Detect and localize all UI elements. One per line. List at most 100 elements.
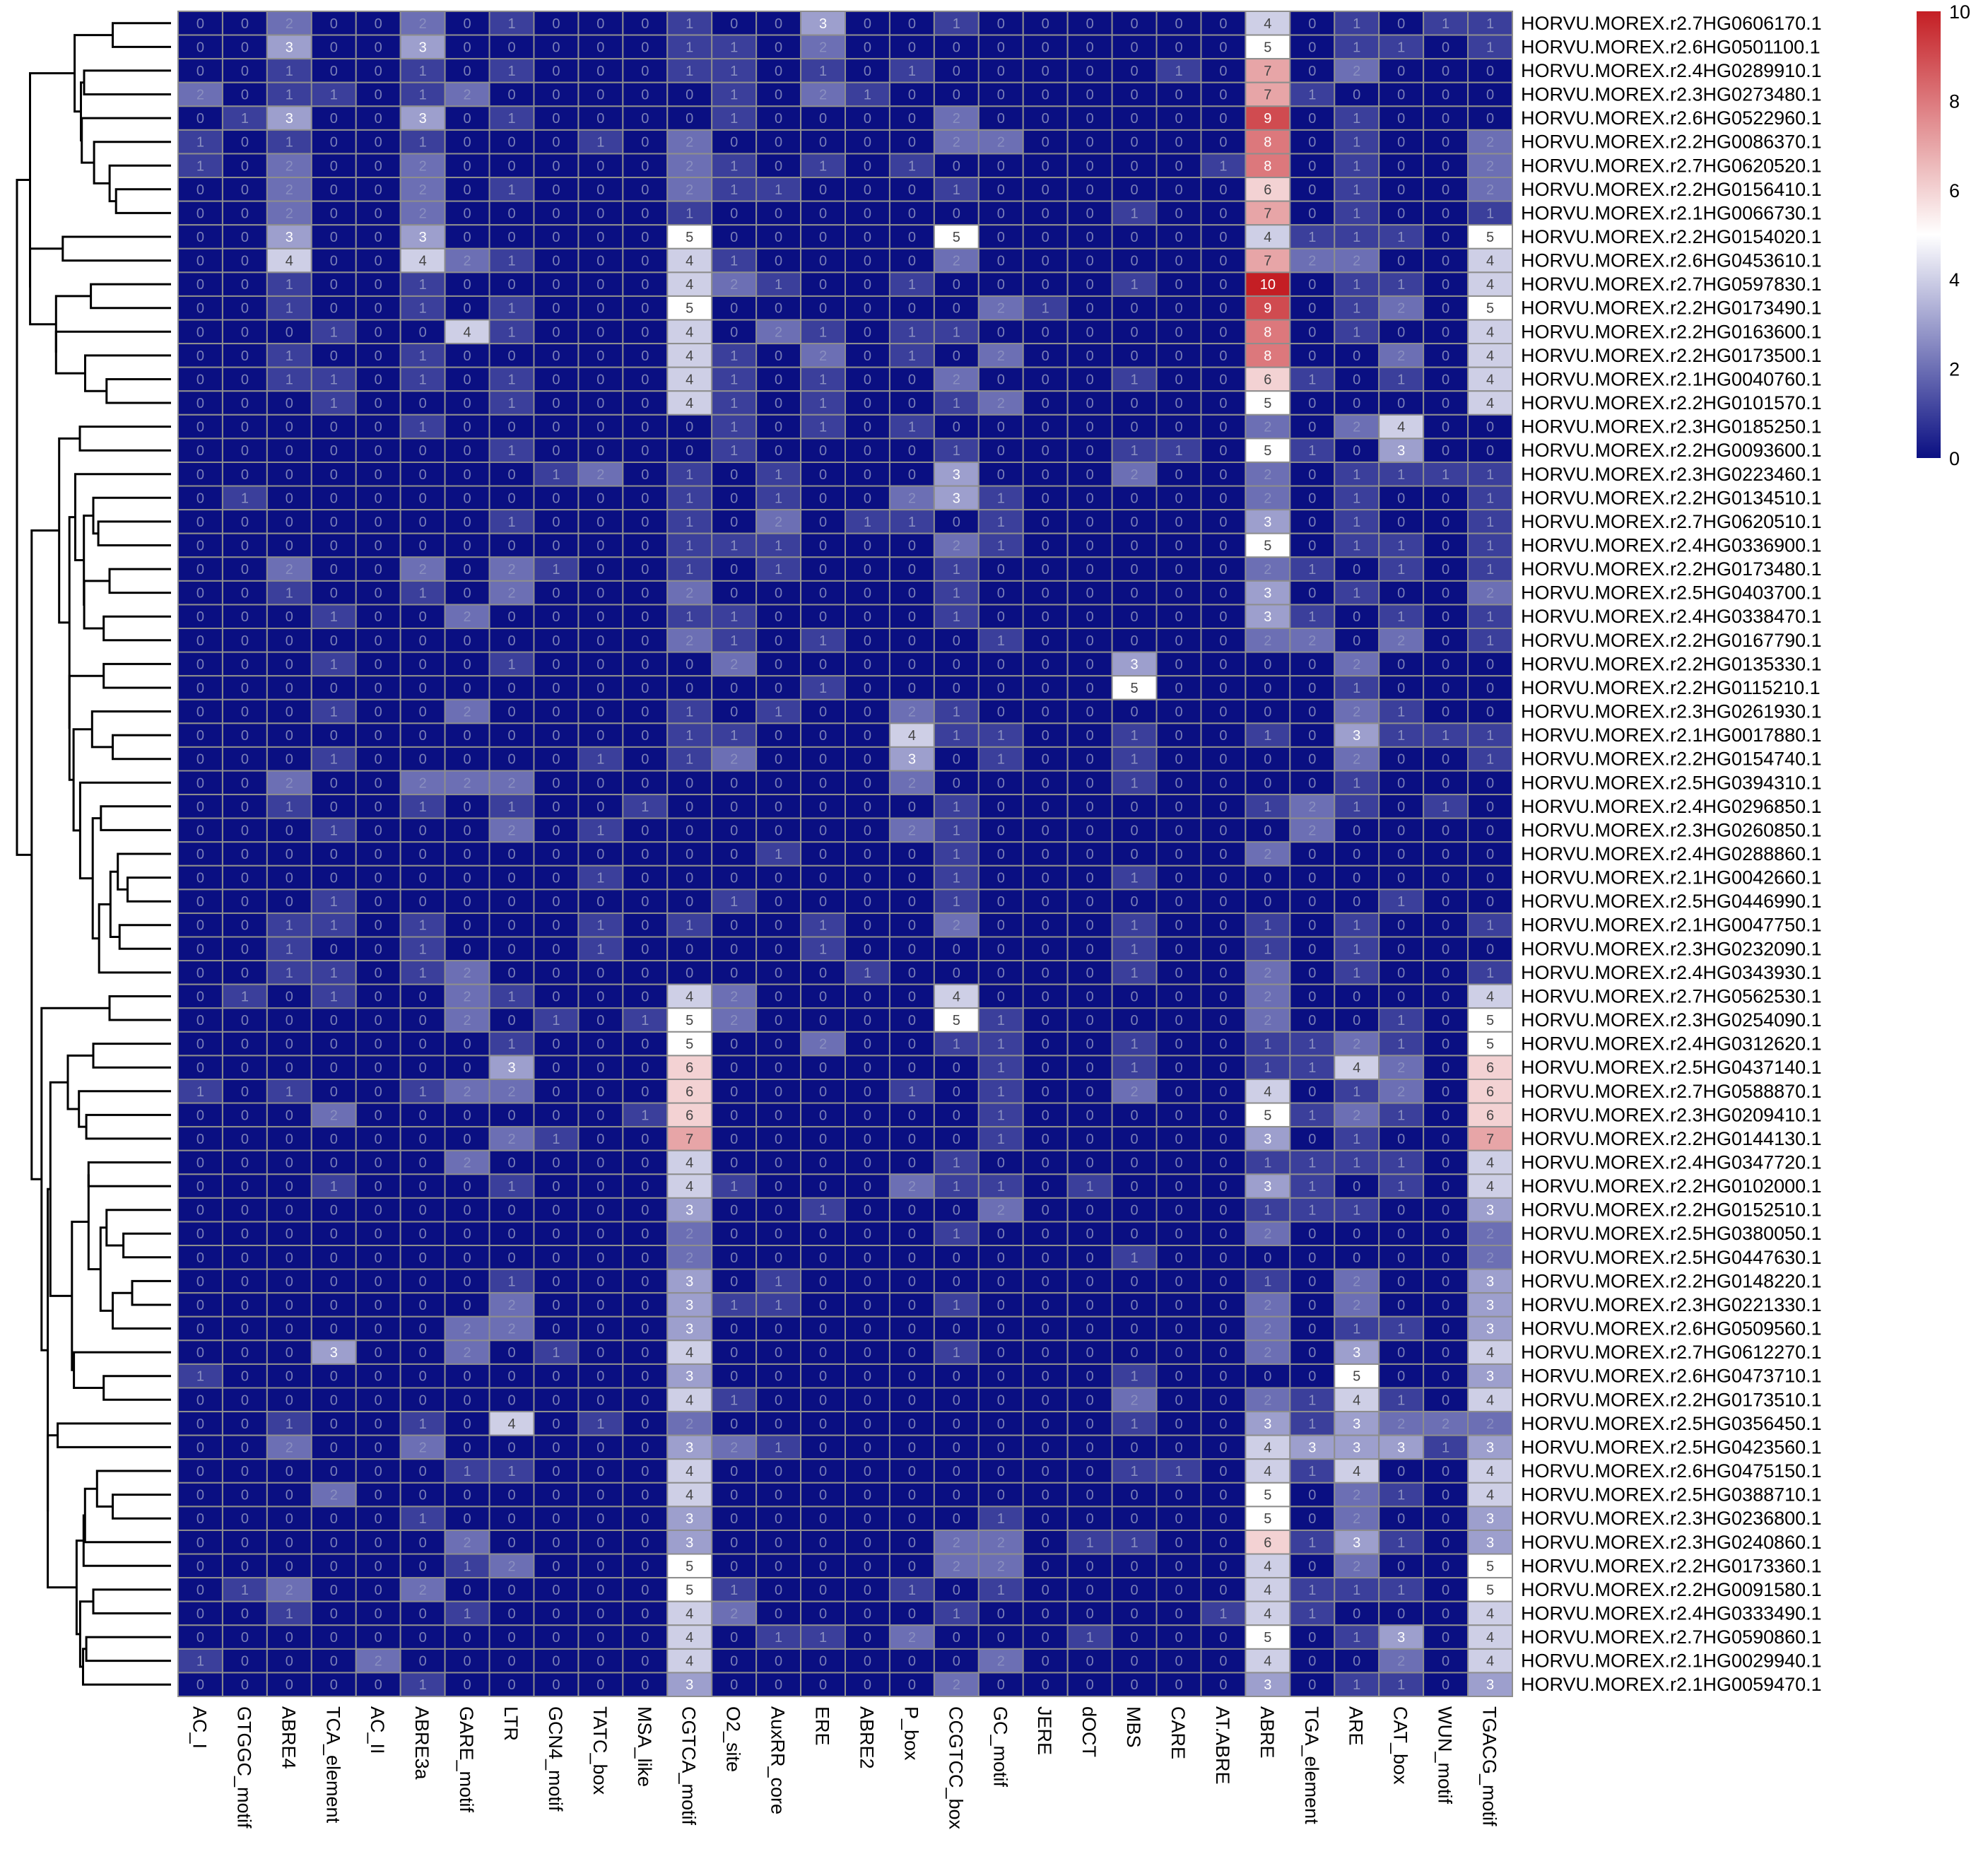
cell-value: 1	[1131, 372, 1139, 387]
cell-value: 0	[953, 1084, 960, 1100]
cell-value: 0	[464, 111, 471, 127]
cell-value: 2	[507, 586, 515, 602]
cell-value: 2	[1397, 301, 1405, 317]
cell-value: 0	[196, 942, 204, 957]
cell-value: 1	[908, 277, 916, 293]
heatmap-cell	[399, 81, 446, 107]
cell-value: 0	[241, 657, 249, 672]
heatmap-cell	[355, 295, 401, 321]
cell-value: 0	[1086, 1559, 1094, 1574]
cell-value: 0	[864, 1203, 871, 1219]
cell-value: 0	[419, 1226, 427, 1242]
dendrogram-branch	[57, 1422, 171, 1448]
cell-value: 0	[1442, 586, 1449, 602]
cell-value: 0	[819, 1226, 827, 1242]
cell-value: 0	[196, 705, 204, 720]
cell-value: 0	[196, 1535, 204, 1551]
cell-value: 1	[997, 752, 1005, 768]
cell-value: 0	[196, 1677, 204, 1693]
heatmap-cell	[1245, 247, 1291, 274]
heatmap-cell	[666, 319, 713, 345]
cell-value: 0	[1219, 443, 1227, 459]
cell-value: 0	[286, 1677, 293, 1693]
cell-value: 0	[1131, 16, 1139, 32]
cell-value: 0	[464, 301, 471, 317]
cell-value: 0	[641, 443, 649, 459]
cell-value: 0	[641, 823, 649, 838]
cell-value: 0	[507, 491, 515, 506]
heatmap-cell	[1334, 34, 1380, 60]
cell-value: 0	[1219, 301, 1227, 317]
cell-value: 0	[1442, 158, 1449, 174]
cell-value: 1	[1397, 230, 1405, 245]
cell-value: 4	[1397, 420, 1405, 435]
heatmap-cell	[711, 129, 758, 155]
cell-value: 0	[1086, 728, 1094, 744]
heatmap-cell	[1423, 58, 1469, 83]
cell-value: 4	[686, 324, 693, 340]
cell-value: 0	[507, 1583, 515, 1598]
cell-value: 0	[864, 135, 871, 151]
cell-value: 1	[1264, 1037, 1271, 1052]
column-label: CCGTCC_box	[945, 1706, 966, 1830]
cell-value: 0	[552, 88, 560, 103]
cell-value: 0	[1175, 230, 1182, 245]
heatmap-cell	[622, 34, 669, 60]
cell-value: 6	[1486, 1060, 1494, 1076]
cell-value: 4	[1486, 348, 1494, 364]
dendrogram-branch	[112, 734, 171, 761]
cell-value: 0	[419, 1345, 427, 1361]
heatmap-cell	[488, 34, 535, 60]
row-label: HORVU.MOREX.r2.1HG0047750.1	[1521, 915, 1822, 936]
cell-value: 0	[330, 1464, 338, 1479]
cell-value: 0	[1042, 775, 1049, 791]
cell-value: 0	[330, 1132, 338, 1147]
heatmap-cell	[1378, 81, 1425, 107]
cell-value: 0	[375, 799, 382, 815]
cell-value: 0	[464, 1274, 471, 1289]
cell-value: 0	[1175, 1606, 1182, 1621]
cell-value: 0	[864, 1464, 871, 1479]
cell-value: 3	[286, 111, 293, 127]
cell-value: 0	[196, 420, 204, 435]
cell-value: 0	[596, 1345, 604, 1361]
cell-value: 0	[997, 88, 1005, 103]
cell-value: 0	[375, 1060, 382, 1076]
cell-value: 1	[330, 989, 338, 1004]
cell-value: 1	[1397, 1156, 1405, 1171]
cell-value: 2	[507, 775, 515, 791]
cell-value: 0	[1219, 467, 1227, 483]
cell-value: 0	[286, 681, 293, 696]
cell-value: 0	[997, 158, 1005, 174]
cell-value: 4	[686, 1156, 693, 1171]
cell-value: 0	[1442, 1250, 1449, 1266]
heatmap-cell	[177, 319, 223, 345]
cell-value: 3	[686, 1298, 693, 1313]
cell-value: 1	[1264, 918, 1271, 934]
cell-value: 0	[1086, 966, 1094, 981]
row-label: HORVU.MOREX.r2.7HG0588870.1	[1521, 1081, 1822, 1102]
cell-value: 0	[864, 586, 871, 602]
heatmap-cell	[221, 200, 268, 226]
cell-value: 0	[196, 1226, 204, 1242]
cell-value: 0	[908, 657, 916, 672]
cell-value: 0	[1131, 1630, 1139, 1646]
heatmap-cell	[533, 200, 580, 226]
cell-value: 0	[1397, 1203, 1405, 1219]
cell-value: 0	[997, 420, 1005, 435]
cell-value: 5	[1264, 40, 1271, 55]
cell-value: 0	[730, 301, 738, 317]
cell-value: 0	[596, 681, 604, 696]
cell-value: 0	[730, 966, 738, 981]
cell-value: 1	[1486, 515, 1494, 530]
cell-value: 0	[1219, 135, 1227, 151]
cell-value: 4	[507, 1417, 515, 1432]
column-label: ABRE2	[856, 1706, 877, 1769]
cell-value: 0	[419, 1060, 427, 1076]
cell-value: 2	[953, 1535, 960, 1551]
row-label: HORVU.MOREX.r2.7HG0620520.1	[1521, 155, 1822, 176]
cell-value: 0	[819, 1345, 827, 1361]
heatmap-cell	[399, 129, 446, 155]
column-label: GC_motif	[989, 1706, 1011, 1788]
